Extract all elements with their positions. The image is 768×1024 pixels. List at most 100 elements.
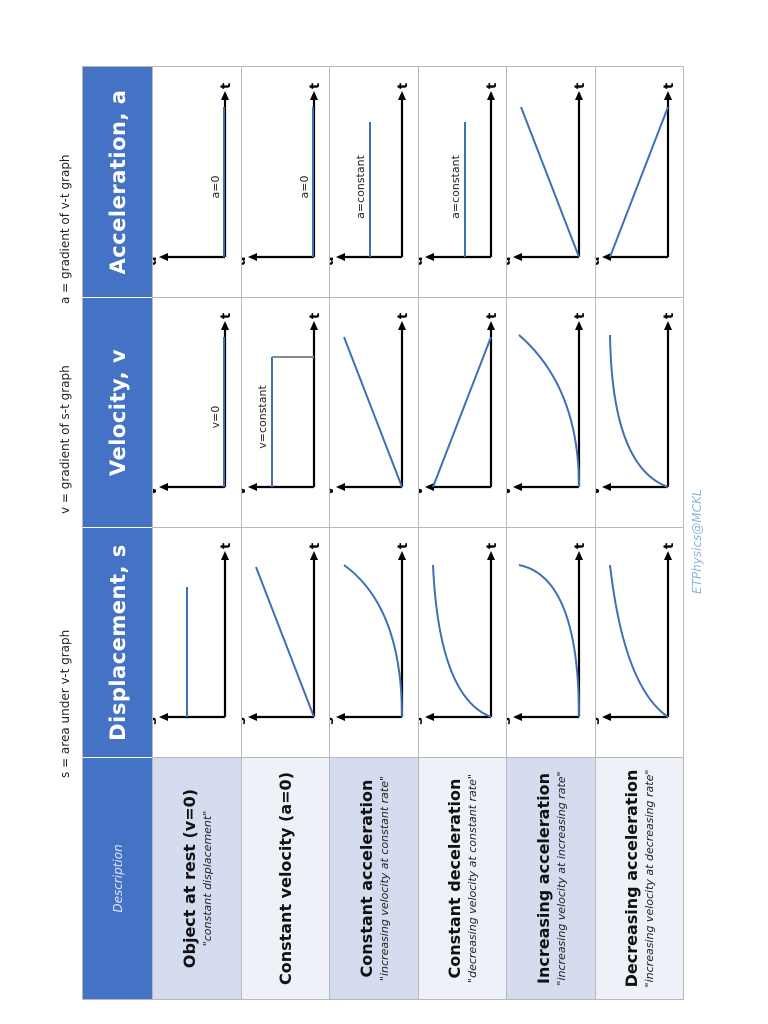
motion-subtitle: "increasing velocity at constant rate" [377, 775, 391, 982]
motion-subtitle: "decreasing velocity at constant rate" [466, 774, 480, 983]
motion-subtitle: "increasing velocity at increasing rate" [554, 771, 568, 986]
t-arrow-icon [309, 91, 318, 100]
t-axis-label: t [308, 313, 323, 319]
acceleration-cell: t a a=constant [329, 67, 418, 297]
t-arrow-icon [663, 321, 672, 330]
displacement-curve [431, 564, 491, 718]
displacement-cell: ts [152, 527, 241, 757]
displacement-cell: ts [506, 527, 595, 757]
velocity-graph: t v v=constant [242, 313, 323, 495]
velocity-header: Velocity, v [83, 297, 152, 527]
displacement-header: Displacement, s [83, 527, 152, 757]
acceleration-curve [520, 106, 580, 258]
acceleration-axis-label: a [596, 257, 603, 266]
t-axis-label: t [219, 313, 234, 319]
t-arrow-icon [575, 91, 583, 100]
displacement-curve [518, 564, 580, 718]
t-arrow-icon [309, 551, 318, 560]
t-arrow-icon [398, 551, 406, 560]
velocity-axis-label: v [242, 486, 249, 495]
acceleration-graph: ta [596, 83, 677, 266]
t-axis-label: t [662, 83, 677, 89]
acceleration-arrow-icon [159, 253, 168, 261]
description-cell: Constant velocity (a=0) [240, 757, 329, 999]
t-axis-label: t [396, 313, 411, 319]
motion-title: Decreasing acceleration [622, 769, 642, 988]
displacement-axis-label: s [242, 717, 249, 725]
velocity-axis-label: v [330, 486, 337, 495]
acceleration-axis-label: a [330, 257, 337, 266]
t-arrow-icon [221, 91, 229, 100]
displacement-cell: ts [329, 527, 418, 757]
velocity-cell: t v v=0 [152, 297, 241, 527]
displacement-graph: ts [507, 543, 588, 725]
velocity-graph: tv [507, 313, 588, 495]
acceleration-cell: t a a=0 [152, 67, 241, 297]
displacement-cell: ts [594, 527, 683, 757]
velocity-cell: t v v=constant [240, 297, 329, 527]
displacement-graph: ts [419, 543, 500, 725]
velocity-cell: tv [594, 297, 683, 527]
displacement-curve [343, 564, 403, 718]
displacement-graph: ts [153, 543, 234, 725]
acceleration-graph: t a a=0 [153, 83, 234, 266]
acceleration-graph-label: a=constant [354, 154, 367, 218]
velocity-cell: tv [329, 297, 418, 527]
velocity-curve [608, 334, 668, 488]
velocity-graph: tv [596, 313, 677, 495]
velocity-arrow-icon [247, 483, 257, 491]
t-arrow-icon [575, 321, 583, 330]
description-cell: Increasing acceleration "increasing veloc… [506, 757, 595, 999]
acceleration-arrow-icon [424, 253, 434, 261]
displacement-graph: ts [242, 543, 323, 725]
velocity-arrow-icon [336, 483, 345, 491]
t-axis-label: t [485, 313, 500, 319]
t-arrow-icon [486, 551, 495, 560]
motion-title: Object at rest (v=0) [179, 788, 199, 969]
acceleration-graph-label: a=constant [449, 154, 462, 218]
acceleration-cell: ta [506, 67, 595, 297]
t-arrow-icon [398, 91, 406, 100]
s-note: s = area under v-t graph [58, 629, 72, 778]
t-arrow-icon [663, 551, 672, 560]
motion-title: Constant deceleration [445, 778, 465, 979]
velocity-axis-label: v [153, 486, 160, 495]
displacement-arrow-icon [601, 713, 611, 721]
acceleration-arrow-icon [336, 253, 345, 261]
acceleration-graph: t a a=constant [330, 83, 411, 266]
description-cell: Constant acceleration "increasing velocit… [329, 757, 418, 999]
displacement-axis-label: s [153, 717, 160, 725]
motion-subtitle: "increasing velocity at decreasing rate" [643, 769, 657, 988]
acceleration-arrow-icon [601, 253, 611, 261]
velocity-arrow-icon [513, 483, 522, 491]
v-note: v = gradient of s-t graph [58, 365, 72, 514]
velocity-axis-label: v [419, 486, 426, 495]
acceleration-cell: ta [594, 67, 683, 297]
acceleration-axis-label: a [507, 257, 514, 266]
t-axis-label: t [396, 543, 411, 549]
acceleration-axis-label: a [242, 257, 249, 266]
velocity-graph: tv [419, 313, 500, 495]
t-arrow-icon [575, 551, 583, 560]
acceleration-cell: t a a=0 [240, 67, 329, 297]
velocity-arrow-icon [159, 483, 168, 491]
displacement-axis-label: s [507, 717, 514, 725]
velocity-graph-label: v=constant [256, 385, 269, 449]
t-axis-label: t [485, 543, 500, 549]
t-axis-label: t [573, 313, 588, 319]
credit-watermark: ETPhysics@MCKL [690, 489, 704, 594]
displacement-graph: ts [330, 543, 411, 725]
displacement-arrow-icon [159, 713, 168, 721]
acceleration-curve [608, 106, 669, 258]
acceleration-header: Acceleration, a [83, 67, 152, 297]
description-header: Description [83, 757, 152, 999]
velocity-arrow-icon [424, 483, 434, 491]
t-axis-label: t [662, 543, 677, 549]
velocity-curve [431, 336, 492, 488]
motion-title: Increasing acceleration [533, 773, 553, 984]
t-axis-label: t [219, 543, 234, 549]
motion-title: Constant acceleration [356, 779, 376, 978]
displacement-axis-label: s [596, 717, 603, 725]
velocity-graph-label: v=0 [209, 406, 222, 429]
displacement-cell: ts [240, 527, 329, 757]
